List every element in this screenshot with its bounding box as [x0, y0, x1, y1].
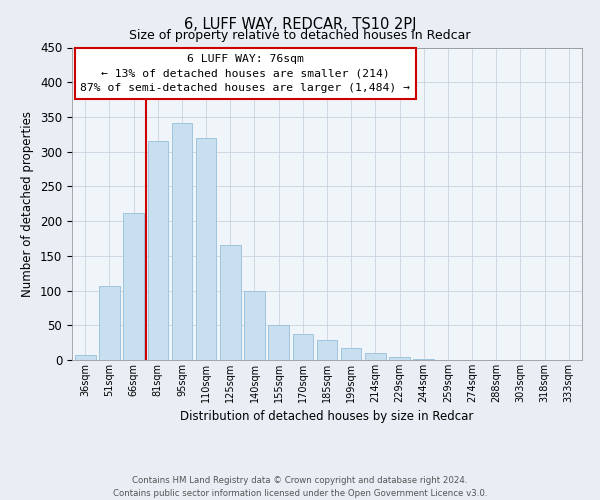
X-axis label: Distribution of detached houses by size in Redcar: Distribution of detached houses by size … [181, 410, 473, 424]
Bar [268, 326, 289, 360]
Bar [341, 348, 361, 360]
Bar [244, 291, 265, 360]
Bar [317, 340, 337, 360]
Text: Contains HM Land Registry data © Crown copyright and database right 2024.
Contai: Contains HM Land Registry data © Crown c… [113, 476, 487, 498]
Bar [389, 356, 410, 360]
Bar [124, 214, 144, 360]
Text: 6 LUFF WAY: 76sqm
← 13% of detached houses are smaller (214)
87% of semi-detache: 6 LUFF WAY: 76sqm ← 13% of detached hous… [80, 54, 410, 94]
Bar [172, 123, 192, 360]
Text: Size of property relative to detached houses in Redcar: Size of property relative to detached ho… [129, 29, 471, 42]
Bar [220, 246, 241, 360]
Y-axis label: Number of detached properties: Number of detached properties [22, 111, 34, 296]
Bar [148, 141, 168, 360]
Bar [75, 355, 95, 360]
Bar [365, 353, 386, 360]
Text: 6, LUFF WAY, REDCAR, TS10 2PJ: 6, LUFF WAY, REDCAR, TS10 2PJ [184, 18, 416, 32]
Bar [293, 334, 313, 360]
Bar [196, 138, 217, 360]
Bar [99, 286, 120, 360]
